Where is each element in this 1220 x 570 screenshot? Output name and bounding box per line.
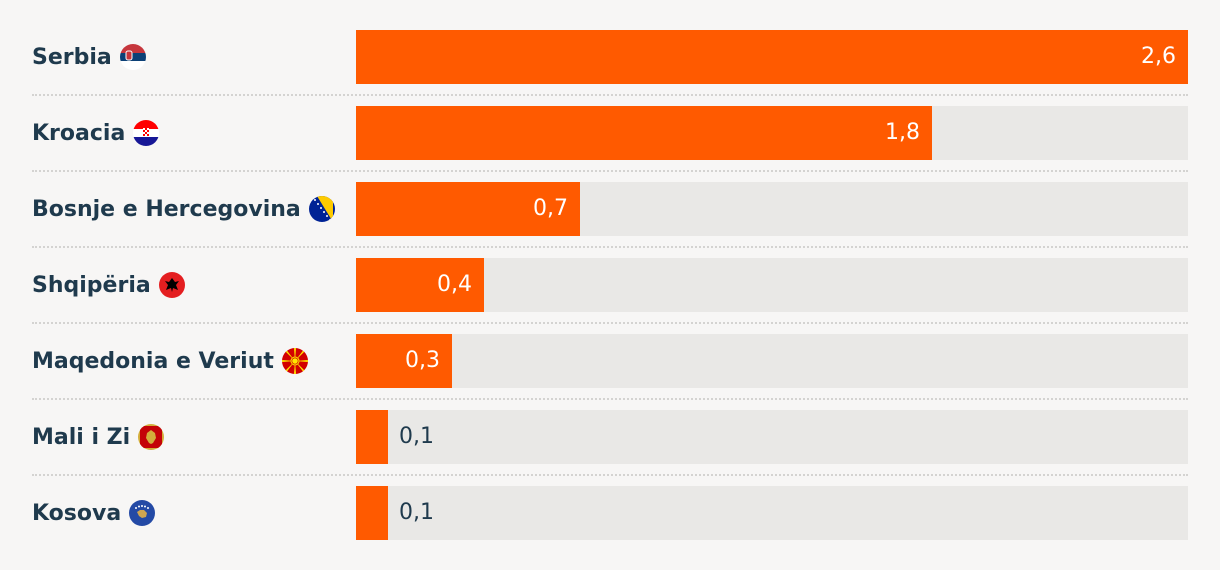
category-label: Serbia [32, 30, 146, 84]
bar-row-kroacia: Kroacia 1,8 [32, 106, 1188, 160]
montenegro-flag-icon [138, 424, 165, 450]
category-label: Kroacia [32, 106, 160, 160]
bar-row-maqedonia-e-veriut: Maqedonia e Veriut 0,3 [32, 334, 1188, 388]
category-label-text: Bosnje e Hercegovina [32, 196, 301, 222]
bar-track: 2,6 [356, 30, 1188, 84]
category-label-text: Serbia [32, 44, 112, 70]
bar [356, 258, 484, 312]
data-label: 0,7 [533, 196, 568, 221]
data-label: 0,1 [399, 500, 434, 525]
data-label: 0,3 [405, 348, 440, 373]
bar-row-kosova: Kosova 0,1 [32, 486, 1188, 540]
bosnia-flag-icon [308, 196, 335, 222]
bar-track: 0,7 [356, 182, 1188, 236]
category-label-text: Maqedonia e Veriut [32, 348, 274, 374]
data-label: 1,8 [885, 120, 920, 145]
bar [356, 30, 1188, 84]
bar-row-bosnje-e-hercegovina: Bosnje e Hercegovina 0,7 [32, 182, 1188, 236]
bar-track: 0,3 [356, 334, 1188, 388]
category-label-text: Kosova [32, 500, 122, 526]
bar-track: 0,1 [356, 486, 1188, 540]
bar [356, 410, 388, 464]
category-label-text: Mali i Zi [32, 424, 131, 450]
row-divider [32, 322, 1188, 324]
bar-row-serbia: Serbia 2,6 [32, 30, 1188, 84]
row-divider [32, 246, 1188, 248]
category-label: Shqipëria [32, 258, 185, 312]
data-label: 0,4 [437, 272, 472, 297]
category-label: Maqedonia e Veriut [32, 334, 308, 388]
data-label: 2,6 [1141, 44, 1176, 69]
bar-track: 0,4 [356, 258, 1188, 312]
serbia-flag-icon [119, 44, 146, 70]
bar [356, 486, 388, 540]
bar [356, 334, 452, 388]
category-label-text: Shqipëria [32, 272, 151, 298]
row-divider [32, 474, 1188, 476]
row-divider [32, 94, 1188, 96]
bar [356, 106, 932, 160]
croatia-flag-icon [133, 120, 160, 146]
row-divider [32, 398, 1188, 400]
category-label: Mali i Zi [32, 410, 165, 464]
bar-track: 0,1 [356, 410, 1188, 464]
category-label: Kosova [32, 486, 156, 540]
category-label-text: Kroacia [32, 120, 126, 146]
north-macedonia-flag-icon [281, 348, 308, 374]
bar-row-shqiperia: Shqipëria 0,4 [32, 258, 1188, 312]
row-divider [32, 170, 1188, 172]
albania-flag-icon [158, 272, 185, 298]
bar-track: 1,8 [356, 106, 1188, 160]
data-label: 0,1 [399, 424, 434, 449]
kosovo-flag-icon [129, 500, 156, 526]
bar [356, 182, 580, 236]
bar-row-mali-i-zi: Mali i Zi 0,1 [32, 410, 1188, 464]
category-label: Bosnje e Hercegovina [32, 182, 335, 236]
